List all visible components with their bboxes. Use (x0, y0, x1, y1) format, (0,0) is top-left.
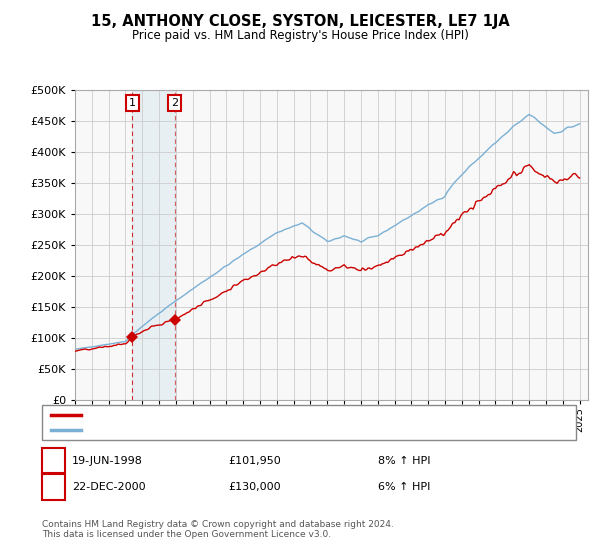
Text: 22-DEC-2000: 22-DEC-2000 (72, 482, 146, 492)
Text: Contains HM Land Registry data © Crown copyright and database right 2024.
This d: Contains HM Land Registry data © Crown c… (42, 520, 394, 539)
Text: 2: 2 (49, 480, 58, 493)
Text: £101,950: £101,950 (228, 456, 281, 465)
Text: HPI: Average price, detached house, Charnwood: HPI: Average price, detached house, Char… (87, 425, 339, 435)
Text: 2: 2 (171, 98, 178, 108)
Text: 15, ANTHONY CLOSE, SYSTON, LEICESTER, LE7 1JA: 15, ANTHONY CLOSE, SYSTON, LEICESTER, LE… (91, 14, 509, 29)
Text: £130,000: £130,000 (228, 482, 281, 492)
Text: 19-JUN-1998: 19-JUN-1998 (72, 456, 143, 465)
Text: 1: 1 (49, 454, 58, 467)
Text: Price paid vs. HM Land Registry's House Price Index (HPI): Price paid vs. HM Land Registry's House … (131, 29, 469, 42)
Text: 8% ↑ HPI: 8% ↑ HPI (378, 456, 431, 465)
Text: 6% ↑ HPI: 6% ↑ HPI (378, 482, 430, 492)
Text: 1: 1 (129, 98, 136, 108)
Bar (133, 90, 175, 400)
Text: 15, ANTHONY CLOSE, SYSTON, LEICESTER, LE7 1JA (detached house): 15, ANTHONY CLOSE, SYSTON, LEICESTER, LE… (87, 409, 446, 419)
